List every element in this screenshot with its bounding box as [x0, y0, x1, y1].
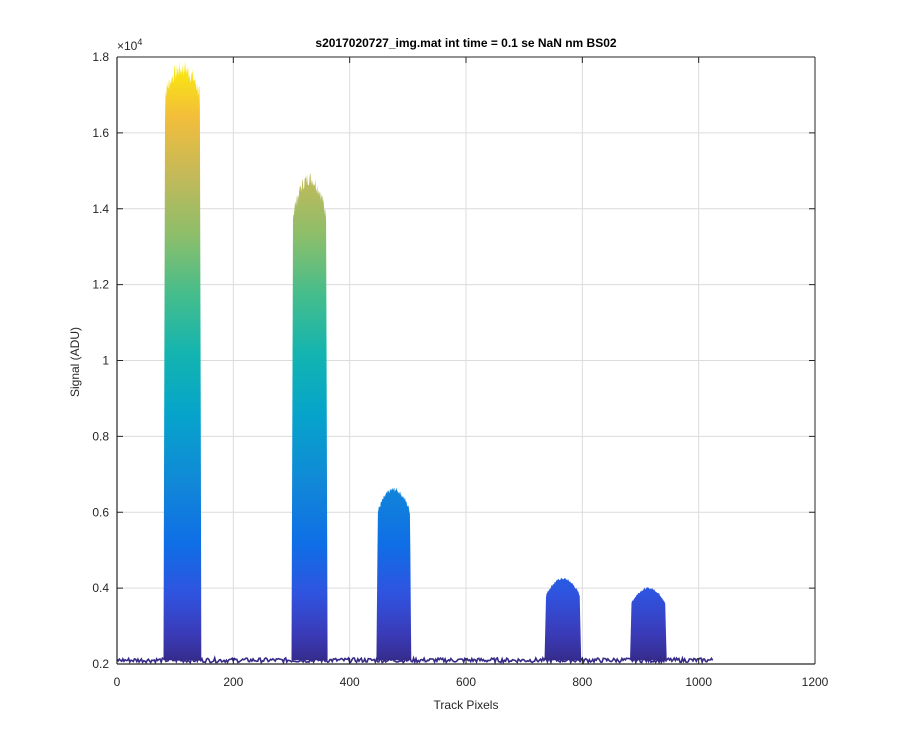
- y-tick-label: 1.2: [92, 278, 109, 292]
- x-tick-label: 1000: [685, 675, 712, 689]
- baseline-trace: [116, 655, 714, 666]
- y-axis-label: Signal (ADU): [68, 327, 82, 397]
- y-tick-label: 0.6: [92, 505, 109, 519]
- y-exponent-power: 4: [137, 37, 142, 47]
- peak-band-5: [630, 587, 667, 662]
- peak-band-2: [291, 173, 328, 663]
- axes: [116, 56, 816, 665]
- tick-labels: 0 200 400 600 800 1000 1200 0.2 0.4 0.6 0.8 1 1.2 1.4…: [92, 50, 828, 689]
- data-marks: [116, 60, 714, 666]
- y-tick-label: 1: [102, 354, 109, 368]
- y-tick-label: 1.4: [92, 202, 109, 216]
- peak-band-1: [163, 60, 202, 661]
- x-tick-label: 0: [114, 675, 121, 689]
- y-exponent-base: ×10: [117, 39, 138, 53]
- y-tick-label: 0.2: [92, 657, 109, 671]
- peak-band-4: [544, 577, 582, 661]
- peak-band-3: [376, 487, 412, 663]
- x-tick-label: 800: [572, 675, 592, 689]
- x-tick-label: 200: [223, 675, 243, 689]
- y-tick-label: 0.8: [92, 429, 109, 443]
- x-tick-label: 1200: [802, 675, 829, 689]
- x-axis-label: Track Pixels: [434, 698, 499, 712]
- chart-title: s2017020727_img.mat int time = 0.1 se Na…: [315, 36, 616, 50]
- y-tick-label: 1.8: [92, 50, 109, 64]
- y-tick-label: 1.6: [92, 126, 109, 140]
- y-exponent-label: ×104: [117, 37, 142, 53]
- x-tick-label: 400: [340, 675, 360, 689]
- grid: [117, 57, 815, 664]
- y-tick-label: 0.4: [92, 581, 109, 595]
- x-tick-label: 600: [456, 675, 476, 689]
